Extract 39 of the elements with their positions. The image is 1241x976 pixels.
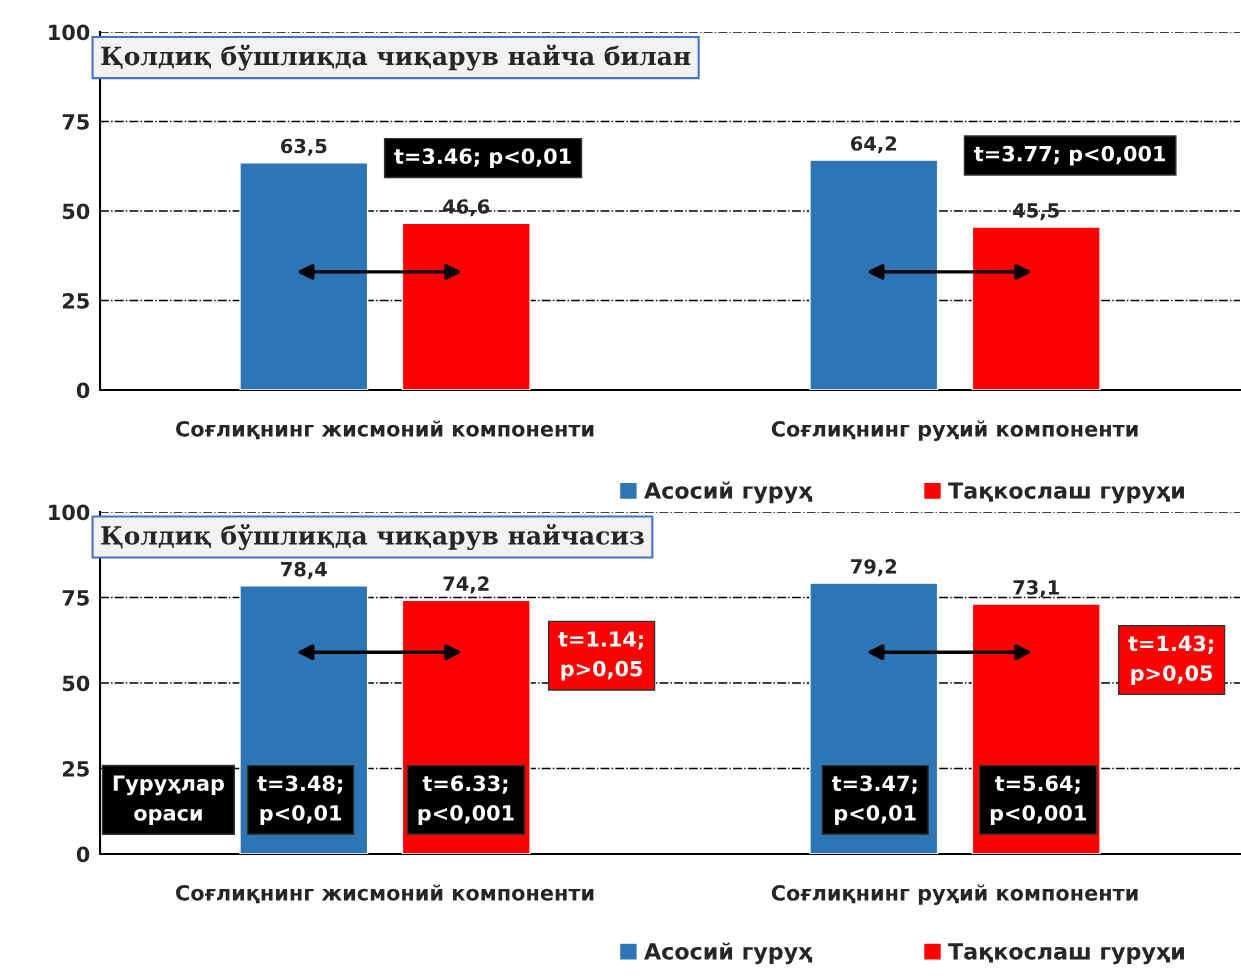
annotation: t=3.48; p<0,01 [257, 775, 342, 825]
data-label: 63,5 [281, 138, 327, 156]
annotation: t=3.77; p<0,001 [974, 145, 1166, 166]
annotation: Гуруҳлар ораси [113, 775, 224, 825]
y-tick-label: 0 [76, 382, 90, 399]
legend-label: Асосий гуруҳ [644, 481, 813, 504]
y-tick-label: 25 [62, 760, 89, 777]
y-tick-label: 0 [76, 846, 90, 863]
legend-label: Асосий гуруҳ [644, 942, 813, 965]
x-tick-label: Соғлиқнинг руҳий компоненти [771, 420, 1138, 441]
legend-label: Тақкослаш гуруҳи [948, 943, 1184, 965]
bar [809, 159, 939, 391]
y-tick-label: 75 [62, 590, 89, 606]
y-tick-label: 50 [62, 675, 90, 692]
bar [401, 222, 531, 391]
data-label: 79,2 [851, 559, 897, 577]
y-tick-label: 75 [62, 114, 89, 130]
annotation: t=3.47; p<0,01 [831, 775, 917, 825]
chart-title: Қолдиқ бўшлиқда чиқарув найчасиз [101, 523, 644, 551]
y-tick-label: 50 [62, 203, 90, 220]
bar [971, 226, 1101, 391]
annotation: t=3.46; p<0,01 [394, 148, 571, 169]
x-tick-label: Соғлиқнинг руҳий компоненти [771, 884, 1138, 905]
data-label: 78,4 [281, 561, 327, 580]
annotation: t=1.14; p>0,05 [558, 631, 643, 681]
y-tick-label: 25 [62, 292, 89, 309]
y-tick-label: 100 [49, 504, 90, 521]
legend-label: Тақкослаш гуруҳи [948, 482, 1184, 504]
data-label: 73,1 [1013, 579, 1059, 598]
x-tick-label: Соғлиқнинг жисмоний компоненти [176, 420, 594, 440]
bar [239, 161, 369, 391]
annotation: t=6.33; p<0,001 [418, 775, 514, 825]
data-label: 74,2 [443, 576, 489, 594]
y-tick-label: 100 [49, 24, 90, 41]
text: Қолдиқ бўшлиқда чиқарув найча билан [101, 44, 691, 71]
x-tick-label: Соғлиқнинг жисмоний компоненти [176, 884, 594, 904]
annotation: t=1.43; p>0,05 [1128, 635, 1213, 685]
annotation: t=5.64; p<0,001 [990, 775, 1086, 825]
data-label: 64,2 [851, 136, 897, 154]
